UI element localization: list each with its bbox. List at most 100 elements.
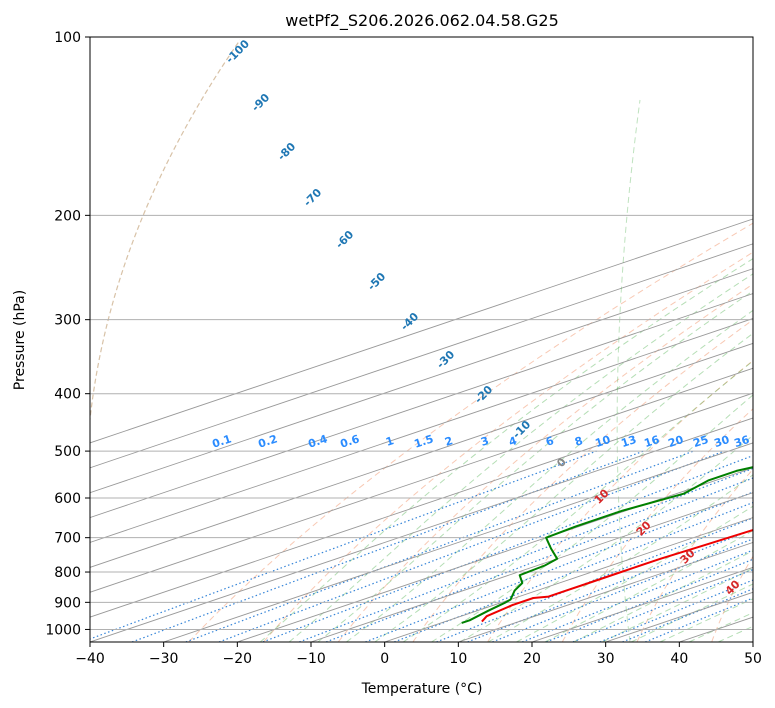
background-lines xyxy=(90,39,753,642)
isotherm-label: -70 xyxy=(301,186,324,209)
mixing-ratio-label: 36 xyxy=(733,433,752,450)
isotherm-label: -50 xyxy=(365,270,388,293)
y-tick-label: 100 xyxy=(54,30,81,46)
x-tick-label: 0 xyxy=(380,651,389,667)
mixing-ratio-label: 10 xyxy=(594,433,613,450)
isotherm xyxy=(90,367,753,593)
chart-title: wetPf2_S206.2026.062.04.58.G25 xyxy=(285,11,559,31)
mixing-ratio-label: 16 xyxy=(643,433,662,450)
dry-adiabat xyxy=(561,408,753,642)
moist-adiabat xyxy=(659,598,753,642)
isotherm xyxy=(90,268,753,494)
dry-adiabat xyxy=(188,222,753,642)
mixing-ratio-line xyxy=(90,450,597,640)
mixing-ratio-label: 25 xyxy=(692,433,711,450)
y-tick-label: 300 xyxy=(54,313,81,329)
x-tick-label: 50 xyxy=(744,651,762,667)
isotherm xyxy=(163,442,753,642)
y-tick-label: 400 xyxy=(54,387,81,403)
isotherm xyxy=(752,641,753,642)
isotherm xyxy=(90,342,753,568)
moist-adiabat xyxy=(259,258,753,642)
x-tick-label: −30 xyxy=(149,651,179,667)
mixing-ratio-label: 2 xyxy=(443,434,454,449)
line-labels: -100-90-80-70-60-50-40-30-20-10010203040… xyxy=(211,37,752,598)
x-axis-label: Temperature (°C) xyxy=(361,681,483,697)
dry-adiabat xyxy=(636,468,753,642)
moist-adiabat xyxy=(573,550,753,642)
dry-adiabat xyxy=(711,555,753,642)
mixing-ratio-label: 4 xyxy=(507,434,519,449)
mixing-ratio-line xyxy=(521,549,753,642)
isotherm-label: 10 xyxy=(592,486,612,506)
moist-adiabat xyxy=(431,394,753,642)
x-tick-label: 30 xyxy=(597,651,615,667)
y-axis-label: Pressure (hPa) xyxy=(12,290,28,390)
mixing-ratio-label: 20 xyxy=(667,433,686,450)
y-tick-label: 900 xyxy=(54,595,81,611)
mixing-ratio-label: 8 xyxy=(573,434,584,449)
x-axis-ticks: −40 −30 −20 −10 0 10 20 30 40 50 xyxy=(75,642,762,667)
mixing-ratio-line xyxy=(131,450,644,642)
isotherm-label: -40 xyxy=(398,310,421,333)
dry-adiabat xyxy=(412,319,753,642)
mixing-ratio-line xyxy=(325,477,753,642)
mixing-ratio-line xyxy=(436,517,753,642)
isotherm-label: -20 xyxy=(472,383,495,406)
y-axis-ticks: 100 200 300 400 500 600 700 800 900 1000 xyxy=(45,30,90,638)
x-tick-label: 40 xyxy=(670,651,688,667)
isotherm xyxy=(90,218,753,444)
y-tick-label: 800 xyxy=(54,565,81,581)
y-tick-label: 200 xyxy=(54,208,81,224)
dewpoint-line xyxy=(461,466,753,624)
isotherm xyxy=(237,467,753,642)
pressure-grid xyxy=(90,37,753,630)
isotherm xyxy=(90,293,753,519)
mixing-ratio-line xyxy=(218,450,725,642)
y-tick-label: 1000 xyxy=(45,622,81,638)
isotherm xyxy=(384,517,753,642)
isotherm-label: -100 xyxy=(223,37,252,66)
mixing-ratio-label: 0.2 xyxy=(257,432,280,450)
x-tick-label: −40 xyxy=(75,651,105,667)
isotherm-label: 20 xyxy=(634,518,654,538)
x-tick-label: 20 xyxy=(523,651,541,667)
mixing-ratio-label: 0.6 xyxy=(339,432,362,450)
isotherm-label: -60 xyxy=(333,228,356,251)
y-tick-label: 700 xyxy=(54,531,81,547)
x-tick-label: −10 xyxy=(296,651,326,667)
isotherm xyxy=(90,243,753,469)
dry-adiabat xyxy=(487,359,753,642)
x-tick-label: −20 xyxy=(223,651,253,667)
isotherm xyxy=(90,417,753,642)
moist-adiabat xyxy=(718,625,753,642)
isotherm xyxy=(310,492,753,642)
moist-adiabat xyxy=(288,273,753,642)
isotherm-label: -90 xyxy=(249,91,272,114)
temperature-line xyxy=(481,528,753,623)
moist-adiabat xyxy=(402,360,753,642)
moist-adiabat xyxy=(317,290,753,642)
mixing-ratio-label: 1 xyxy=(384,434,395,449)
dry-adiabat xyxy=(337,283,753,642)
mixing-ratio-label: 0.4 xyxy=(307,432,330,450)
x-tick-label: 10 xyxy=(449,651,467,667)
moist-adiabat xyxy=(602,567,753,642)
dry-adiabat xyxy=(263,251,753,642)
reference-curve xyxy=(616,99,641,642)
isotherm-label: -30 xyxy=(434,348,457,371)
isotherm-label: 30 xyxy=(678,546,698,566)
y-tick-label: 600 xyxy=(54,491,81,507)
plot-frame xyxy=(89,36,754,643)
isotherm xyxy=(90,317,753,543)
mixing-ratio-line xyxy=(298,467,753,642)
mixing-ratio-line xyxy=(572,568,753,642)
mixing-ratio-label: 1.5 xyxy=(413,432,436,450)
mixing-ratio-label: 30 xyxy=(713,433,732,450)
profile-series xyxy=(461,466,753,624)
moist-adiabat xyxy=(459,434,753,642)
isotherm-label: -80 xyxy=(275,140,298,163)
reference-curve xyxy=(90,39,241,575)
moist-adiabat xyxy=(346,309,753,642)
